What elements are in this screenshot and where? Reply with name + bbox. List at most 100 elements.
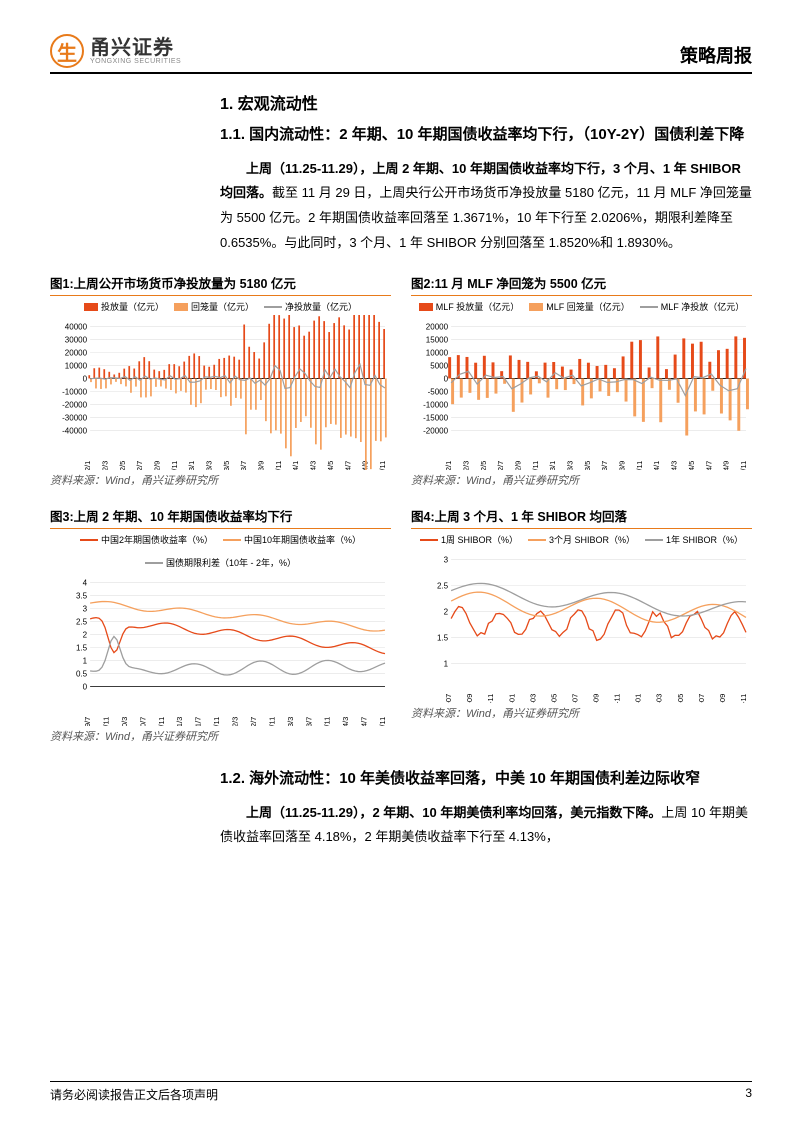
svg-text:2024/3: 2024/3	[309, 461, 318, 470]
svg-text:10000: 10000	[65, 362, 88, 371]
chart-2: 图2:11 月 MLF 净回笼为 5500 亿元 MLF 投放量（亿元）MLF …	[411, 273, 752, 488]
svg-text:2023/1: 2023/1	[187, 461, 196, 470]
svg-text:2024/1: 2024/1	[291, 461, 300, 470]
svg-text:15000: 15000	[426, 336, 449, 345]
document-type: 策略周报	[680, 42, 752, 68]
svg-text:1: 1	[83, 657, 88, 666]
chart-3: 图3:上周 2 年期、10 年期国债收益率均下行 中国2年期国债收益率（%）中国…	[50, 506, 391, 744]
svg-text:2024/11: 2024/11	[378, 461, 387, 470]
svg-text:2022/3: 2022/3	[461, 461, 470, 470]
svg-text:2020/11: 2020/11	[157, 717, 166, 726]
svg-text:2023/5: 2023/5	[583, 461, 592, 470]
chart-2-legend: MLF 投放量（亿元）MLF 回笼量（亿元）MLF 净投放（亿元）	[411, 300, 752, 313]
svg-text:3: 3	[83, 605, 88, 614]
svg-text:2024-03: 2024-03	[655, 694, 664, 703]
svg-text:2024-11: 2024-11	[739, 694, 748, 703]
chart-4-legend: 1周 SHIBOR（%）3个月 SHIBOR（%）1年 SHIBOR（%）	[411, 533, 752, 546]
svg-text:2024/11: 2024/11	[739, 461, 748, 470]
paragraph-2-bold: 上周（11.25-11.29），2 年期、10 年期美债利率均回落，美元指数下降…	[246, 805, 661, 820]
svg-text:2.5: 2.5	[437, 582, 449, 591]
svg-text:2022/11: 2022/11	[267, 717, 276, 726]
chart-1-title: 图1:上周公开市场货币净投放量为 5180 亿元	[50, 273, 391, 296]
chart-4: 图4:上周 3 个月、1 年 SHIBOR 均回落 1周 SHIBOR（%）3个…	[411, 506, 752, 744]
page-header: 生 甬兴证券 YONGXING SECURITIES 策略周报	[50, 34, 752, 74]
svg-text:2024/7: 2024/7	[360, 717, 369, 726]
svg-text:2024/5: 2024/5	[687, 461, 696, 470]
svg-text:2022/1: 2022/1	[83, 461, 92, 470]
chart-1: 图1:上周公开市场货币净投放量为 5180 亿元 投放量（亿元）回笼量（亿元）净…	[50, 273, 391, 488]
svg-text:2022/7: 2022/7	[135, 461, 144, 470]
section-1-1-title: 1.1. 国内流动性：2 年期、10 年期国债收益率均下行，（10Y-2Y）国债…	[220, 124, 752, 147]
svg-text:2020/3: 2020/3	[120, 717, 129, 726]
svg-text:2023/9: 2023/9	[618, 461, 627, 470]
chart-2-title: 图2:11 月 MLF 净回笼为 5500 亿元	[411, 273, 752, 296]
svg-text:0: 0	[444, 375, 449, 384]
svg-text:2023/7: 2023/7	[304, 717, 313, 726]
svg-text:2023-09: 2023-09	[592, 694, 601, 703]
svg-text:2022-07: 2022-07	[444, 694, 453, 703]
svg-text:-15000: -15000	[423, 414, 449, 423]
svg-text:2024-05: 2024-05	[676, 694, 685, 703]
svg-text:2024/1: 2024/1	[652, 461, 661, 470]
chart-4-svg: 11.522.532022-072022-092022-112023-01202…	[411, 548, 752, 703]
svg-text:2024/3: 2024/3	[670, 461, 679, 470]
paragraph-1-rest: 截至 11 月 29 日，上周央行公开市场货币净投放量 5180 亿元，11 月…	[220, 185, 752, 249]
svg-text:2023-11: 2023-11	[613, 694, 622, 703]
svg-text:10000: 10000	[426, 349, 449, 358]
svg-text:3.5: 3.5	[76, 592, 88, 601]
chart-3-source: 资料来源：Wind，甬兴证券研究所	[50, 728, 391, 744]
charts-block-1: 图1:上周公开市场货币净投放量为 5180 亿元 投放量（亿元）回笼量（亿元）净…	[50, 273, 752, 488]
svg-text:2022/11: 2022/11	[170, 461, 179, 470]
section-1-title: 1. 宏观流动性	[220, 90, 752, 114]
svg-text:2023-03: 2023-03	[528, 694, 537, 703]
svg-text:2023/1: 2023/1	[548, 461, 557, 470]
svg-text:2024/3: 2024/3	[341, 717, 350, 726]
svg-text:2023/3: 2023/3	[286, 717, 295, 726]
page-footer: 请务必阅读报告正文后各项声明 3	[50, 1081, 752, 1103]
svg-text:2020/7: 2020/7	[138, 717, 147, 726]
paragraph-1: 上周（11.25-11.29），上周 2 年期、10 年期国债收益率均下行，3 …	[220, 157, 752, 256]
svg-text:2024/7: 2024/7	[343, 461, 352, 470]
svg-text:3: 3	[444, 556, 449, 565]
logo: 生 甬兴证券 YONGXING SECURITIES	[50, 34, 181, 68]
svg-text:2022/5: 2022/5	[118, 461, 127, 470]
svg-text:2019/11: 2019/11	[102, 717, 111, 726]
svg-text:2022/9: 2022/9	[152, 461, 161, 470]
svg-text:2023-05: 2023-05	[549, 694, 558, 703]
svg-text:2022/7: 2022/7	[249, 717, 258, 726]
svg-text:0: 0	[83, 683, 88, 692]
svg-text:2023/9: 2023/9	[257, 461, 266, 470]
logo-icon: 生	[50, 34, 84, 68]
svg-text:2024-07: 2024-07	[697, 694, 706, 703]
paragraph-2: 上周（11.25-11.29），2 年期、10 年期美债利率均回落，美元指数下降…	[220, 801, 752, 850]
page-number: 3	[745, 1086, 752, 1103]
footer-disclaimer: 请务必阅读报告正文后各项声明	[50, 1086, 218, 1103]
svg-text:2023/7: 2023/7	[600, 461, 609, 470]
svg-text:2023/7: 2023/7	[239, 461, 248, 470]
svg-text:-10000: -10000	[62, 388, 88, 397]
svg-text:4: 4	[83, 579, 88, 588]
svg-text:2024/9: 2024/9	[722, 461, 731, 470]
svg-text:-20000: -20000	[423, 427, 449, 436]
svg-text:20000: 20000	[426, 323, 449, 332]
svg-text:2022/3: 2022/3	[100, 461, 109, 470]
svg-text:-20000: -20000	[62, 401, 88, 410]
chart-4-source: 资料来源：Wind，甬兴证券研究所	[411, 705, 752, 721]
svg-text:2021/7: 2021/7	[194, 717, 203, 726]
svg-text:2023-01: 2023-01	[507, 694, 516, 703]
svg-text:2022-11: 2022-11	[486, 694, 495, 703]
svg-text:2022/1: 2022/1	[444, 461, 453, 470]
svg-text:2024/7: 2024/7	[704, 461, 713, 470]
chart-3-title: 图3:上周 2 年期、10 年期国债收益率均下行	[50, 506, 391, 529]
svg-text:2021/11: 2021/11	[212, 717, 221, 726]
svg-text:-5000: -5000	[428, 388, 449, 397]
svg-text:-40000: -40000	[62, 427, 88, 436]
svg-text:5000: 5000	[430, 362, 448, 371]
svg-text:2022/7: 2022/7	[496, 461, 505, 470]
svg-text:2023/5: 2023/5	[222, 461, 231, 470]
svg-text:30000: 30000	[65, 336, 88, 345]
svg-text:2: 2	[83, 631, 88, 640]
svg-text:2024-01: 2024-01	[634, 694, 643, 703]
svg-text:40000: 40000	[65, 323, 88, 332]
chart-1-svg: -40000-30000-20000-100000100002000030000…	[50, 315, 391, 470]
